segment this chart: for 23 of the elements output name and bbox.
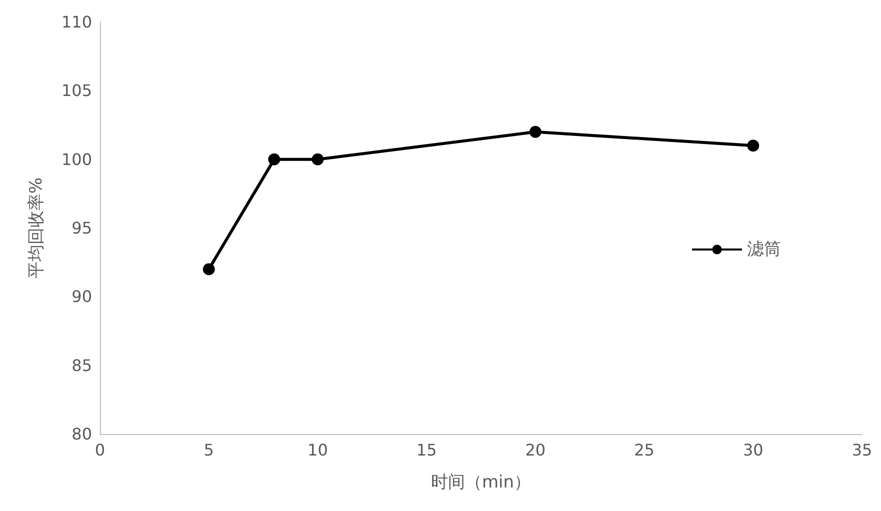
y-axis-title: 平均回收率%	[26, 177, 46, 279]
x-tick-label: 5	[204, 440, 214, 460]
y-tick-label: 80	[72, 424, 92, 444]
point	[268, 153, 280, 166]
x-tick-label: 25	[634, 440, 654, 460]
x-tick-label: 20	[525, 440, 546, 460]
point	[202, 263, 215, 276]
point	[312, 153, 324, 166]
y-tick-label: 105	[61, 81, 92, 100]
y-tick-label: 95	[72, 218, 92, 238]
point	[529, 126, 542, 138]
point	[747, 140, 760, 152]
y-tick-label: 100	[61, 150, 92, 169]
legend-label: 滤筒	[747, 240, 781, 260]
y-tick-label: 90	[72, 287, 92, 306]
x-tick-label: 30	[742, 440, 764, 460]
x-axis-title: 时间（min）	[430, 472, 532, 492]
x-tick-label: 15	[416, 440, 437, 460]
x-tick-label: 10	[308, 440, 328, 460]
y-tick-label: 110	[61, 12, 92, 32]
x-tick-label: 35	[852, 440, 872, 460]
y-tick-label: 85	[72, 356, 92, 375]
x-tick-label: 0	[94, 440, 106, 460]
